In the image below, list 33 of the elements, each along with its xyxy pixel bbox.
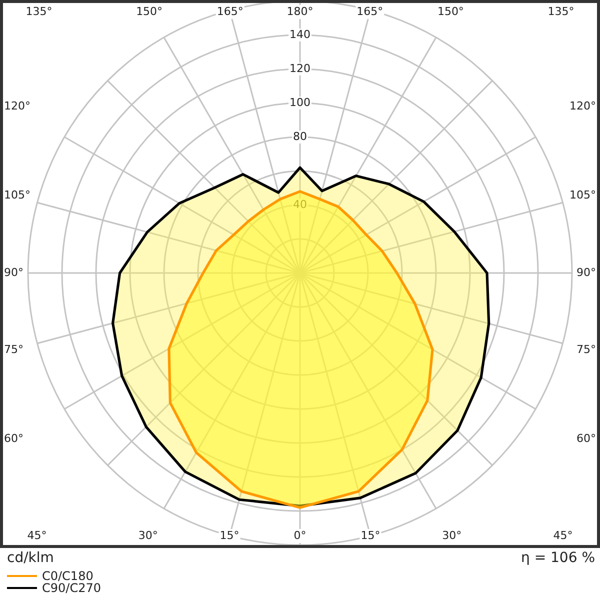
spoke-label: 15° bbox=[360, 528, 380, 542]
spoke-label: 165° bbox=[216, 4, 244, 18]
spoke-label: 15° bbox=[220, 528, 240, 542]
spoke-label: 0° bbox=[294, 528, 306, 542]
spoke-label: 135° bbox=[26, 4, 52, 18]
y-tick-label: 100 bbox=[290, 96, 310, 109]
spoke-label: 90° bbox=[576, 266, 596, 279]
spoke-label: 150° bbox=[136, 4, 163, 18]
spoke-label: 30° bbox=[138, 528, 158, 542]
spoke-label: 75° bbox=[576, 343, 596, 356]
spoke-label: 60° bbox=[4, 432, 24, 446]
spoke-label: 150° bbox=[437, 4, 464, 18]
legend-label: C90/C270 bbox=[42, 581, 101, 595]
y-tick-label: 140 bbox=[290, 28, 310, 41]
spoke-label: 180° bbox=[286, 4, 314, 18]
spoke-label: 45° bbox=[27, 528, 47, 542]
y-tick-label: 80 bbox=[293, 130, 307, 143]
spoke-label: 105° bbox=[570, 188, 596, 202]
spoke-label: 75° bbox=[4, 343, 24, 356]
spoke-label: 60° bbox=[576, 432, 596, 446]
spoke-label: 90° bbox=[4, 266, 24, 279]
spoke-label: 120° bbox=[4, 100, 30, 113]
y-tick-label: 120 bbox=[290, 62, 310, 75]
spoke-label: 135° bbox=[548, 4, 574, 18]
y-tick-label: 40 bbox=[293, 198, 307, 211]
spoke-label: 30° bbox=[442, 528, 462, 542]
spoke-label: 120° bbox=[570, 100, 596, 113]
spoke-label: 45° bbox=[553, 528, 573, 542]
text: η = 106 % bbox=[521, 550, 595, 566]
legend-label: C0/C180 bbox=[42, 569, 94, 583]
text: cd/klm bbox=[7, 550, 54, 566]
spoke-label: 165° bbox=[356, 4, 384, 18]
spoke-label: 105° bbox=[4, 188, 30, 202]
